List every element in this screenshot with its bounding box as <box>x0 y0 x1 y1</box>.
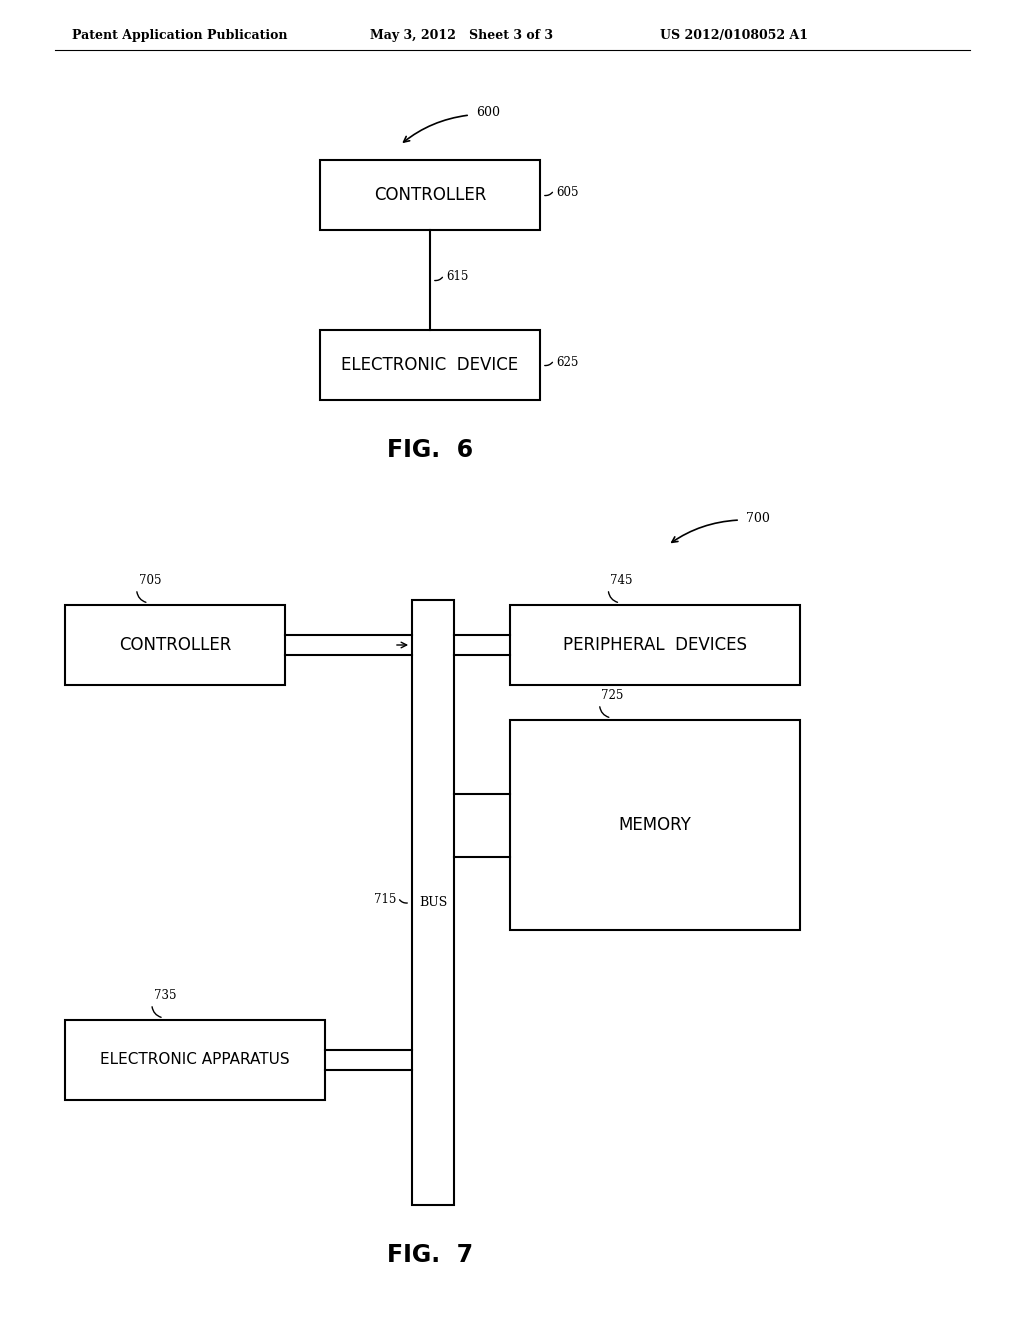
Text: CONTROLLER: CONTROLLER <box>374 186 486 205</box>
Text: ELECTRONIC APPARATUS: ELECTRONIC APPARATUS <box>100 1052 290 1068</box>
Text: ELECTRONIC  DEVICE: ELECTRONIC DEVICE <box>341 356 518 374</box>
Text: 700: 700 <box>746 511 770 524</box>
Text: US 2012/0108052 A1: US 2012/0108052 A1 <box>660 29 808 41</box>
Text: BUS: BUS <box>419 896 447 909</box>
Text: 745: 745 <box>610 574 633 587</box>
Text: May 3, 2012   Sheet 3 of 3: May 3, 2012 Sheet 3 of 3 <box>370 29 553 41</box>
Text: 625: 625 <box>556 355 579 368</box>
Text: 615: 615 <box>446 271 468 284</box>
Text: 725: 725 <box>601 689 624 702</box>
Bar <box>510 719 800 931</box>
Text: FIG.  6: FIG. 6 <box>387 438 473 462</box>
Text: FIG.  7: FIG. 7 <box>387 1243 473 1267</box>
Bar <box>65 605 285 685</box>
Text: 600: 600 <box>476 107 500 120</box>
Text: CONTROLLER: CONTROLLER <box>119 636 231 653</box>
Bar <box>412 601 454 1205</box>
Text: Patent Application Publication: Patent Application Publication <box>72 29 288 41</box>
Bar <box>319 160 540 230</box>
Bar <box>65 1020 325 1100</box>
Text: 735: 735 <box>154 989 176 1002</box>
Text: PERIPHERAL  DEVICES: PERIPHERAL DEVICES <box>563 636 746 653</box>
Text: MEMORY: MEMORY <box>618 816 691 834</box>
Bar <box>319 330 540 400</box>
Text: 605: 605 <box>556 186 579 198</box>
Text: 705: 705 <box>138 574 161 587</box>
Bar <box>510 605 800 685</box>
Text: 715: 715 <box>374 894 396 906</box>
